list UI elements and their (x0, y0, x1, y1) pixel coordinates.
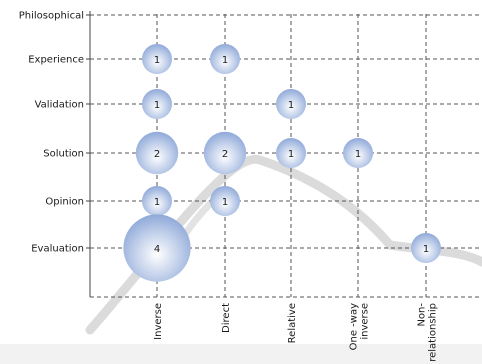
bubble (142, 89, 172, 119)
bubble (210, 44, 240, 74)
x-tick-label-line: inverse (360, 303, 371, 340)
x-tick-label-line: Non- (417, 303, 428, 327)
watermark (0, 154, 482, 364)
bubble (210, 186, 240, 216)
x-tick-label: One -way inverse (349, 303, 371, 350)
bubbles: 1 1 1 1 2 2 1 1 1 1 4 1 (123, 44, 441, 282)
x-tick-label-line: Relative (287, 303, 298, 343)
bubble (411, 233, 441, 263)
bubble-value-label: 2 (154, 149, 160, 160)
y-axis-labels: Philosophical Experience Validation Solutio… (19, 11, 84, 255)
bubble-value-label: 1 (154, 197, 160, 208)
bubble (123, 214, 191, 282)
x-tick-label: Relative (287, 303, 298, 343)
bubble (276, 138, 306, 168)
x-tick-label: Inverse (153, 303, 164, 340)
bubble (276, 89, 306, 119)
x-tick-label: Direct (221, 303, 232, 333)
bubble-value-label: 4 (154, 244, 160, 255)
bubble (343, 138, 373, 168)
bubble-value-label: 1 (423, 244, 429, 255)
y-tick-label: Solution (43, 149, 84, 160)
x-tick-label-line: relationship (428, 303, 439, 362)
bubble-value-label: 1 (288, 149, 294, 160)
y-tick-label: Validation (35, 100, 84, 111)
bubble-value-label: 1 (154, 100, 160, 111)
bubble-value-label: 1 (222, 197, 228, 208)
y-tick-label: Philosophical (19, 11, 84, 22)
x-tick-label-line: Inverse (153, 303, 164, 340)
x-tick-label: Non-relationship (417, 303, 439, 362)
x-tick-label-line: Direct (221, 303, 232, 333)
bubble-value-label: 1 (154, 55, 160, 66)
x-axis-labels: Inverse Direct Relative One -way inverse Non-… (153, 303, 439, 362)
bubble (203, 131, 247, 175)
y-tick-label: Evaluation (31, 244, 84, 255)
bubble-value-label: 1 (222, 55, 228, 66)
y-tick-label: Experience (28, 55, 84, 66)
bubble (142, 44, 172, 74)
bubble-value-label: 1 (288, 100, 294, 111)
x-tick-label-line: One -way (349, 303, 360, 350)
y-tick-label: Opinion (45, 197, 84, 208)
bubble-value-label: 1 (355, 149, 361, 160)
bubble (142, 186, 172, 216)
axes (86, 11, 91, 297)
bubble-value-label: 2 (222, 149, 228, 160)
bubble (135, 131, 179, 175)
